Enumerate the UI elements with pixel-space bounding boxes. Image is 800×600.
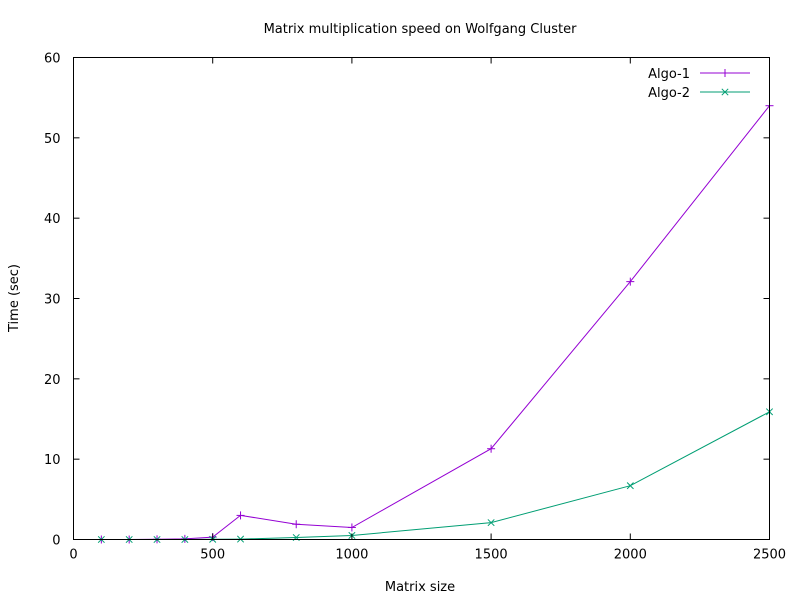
y-tick-label: 10 <box>44 453 61 468</box>
x-tick-label: 0 <box>69 548 77 563</box>
axes: 0 500 1000 1500 2000 2500 0 10 20 30 40 50 60 <box>44 52 786 563</box>
data-point <box>292 520 301 529</box>
data-point-b <box>626 482 634 490</box>
x-tick-label: 2000 <box>614 548 647 563</box>
data-point <box>626 482 634 490</box>
x-tick-label: 2500 <box>753 548 786 563</box>
legend-marker <box>721 69 729 77</box>
y-tick-label: 60 <box>44 52 61 67</box>
x-tick-label: 500 <box>200 548 225 563</box>
y-tick-label: 30 <box>44 293 61 308</box>
legend-label: Algo-1 <box>648 67 690 82</box>
legend-item-2: Algo-2 <box>648 86 750 101</box>
series-line <box>101 411 770 540</box>
series-1 <box>97 101 774 544</box>
data-point <box>626 277 635 286</box>
data-point-b <box>487 519 495 527</box>
data-point <box>236 511 245 520</box>
y-axis-label: Time (sec) <box>7 264 22 333</box>
chart-title: Matrix multiplication speed on Wolfgang … <box>264 22 578 37</box>
legend-item-1: Algo-1 <box>648 67 750 82</box>
y-tick-label: 0 <box>52 534 60 549</box>
legend-marker-b <box>721 88 729 96</box>
legend-label: Algo-2 <box>648 86 690 101</box>
x-tick-label: 1500 <box>475 548 508 563</box>
data-point <box>347 523 356 532</box>
x-tick-label: 1000 <box>335 548 368 563</box>
data-point <box>487 519 495 527</box>
y-tick-label: 20 <box>44 373 61 388</box>
x-axis-label: Matrix size <box>385 580 455 595</box>
data-point <box>487 444 496 453</box>
series-2 <box>97 408 774 544</box>
legend-marker <box>721 88 729 96</box>
legend: Algo-1 Algo-2 <box>648 67 750 101</box>
plot-area <box>97 101 774 544</box>
y-tick-label: 50 <box>44 132 61 147</box>
y-tick-label: 40 <box>44 212 61 227</box>
series-line <box>101 105 770 540</box>
